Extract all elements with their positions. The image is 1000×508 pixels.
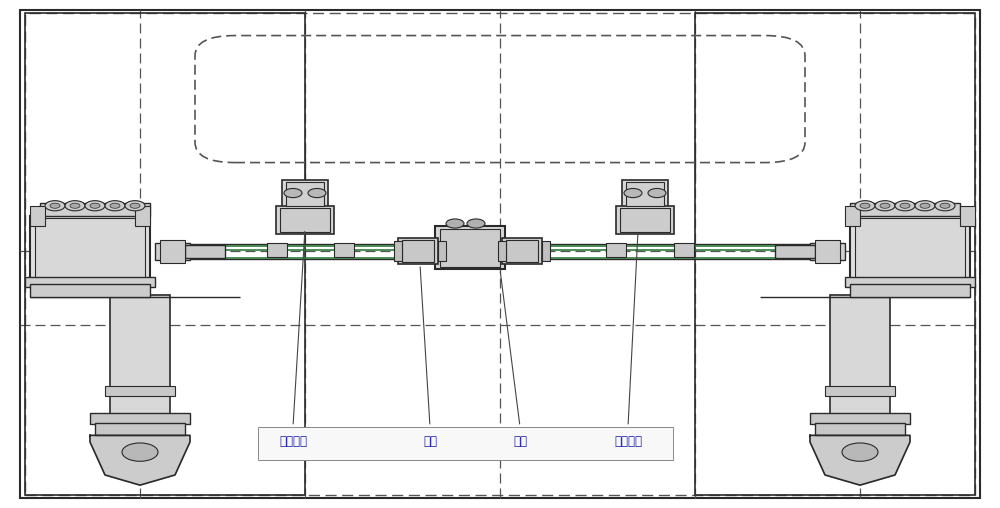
Circle shape xyxy=(110,203,120,208)
Bar xyxy=(845,206,860,226)
Bar xyxy=(30,216,150,287)
Bar xyxy=(25,13,305,495)
Circle shape xyxy=(648,188,666,198)
Bar xyxy=(90,413,190,424)
Bar xyxy=(110,295,170,417)
Circle shape xyxy=(90,203,100,208)
Circle shape xyxy=(842,443,878,461)
Bar xyxy=(815,423,905,435)
Circle shape xyxy=(284,188,302,198)
Bar xyxy=(440,229,500,267)
Bar xyxy=(30,206,45,226)
Circle shape xyxy=(860,203,870,208)
Bar xyxy=(542,241,550,261)
Bar xyxy=(502,238,542,264)
Bar xyxy=(160,240,185,263)
Circle shape xyxy=(900,203,910,208)
Bar xyxy=(498,241,506,261)
Circle shape xyxy=(915,201,935,211)
Bar xyxy=(620,208,670,232)
Bar xyxy=(850,284,970,297)
Bar xyxy=(825,386,895,396)
Bar xyxy=(855,218,965,284)
Circle shape xyxy=(105,201,125,211)
Bar xyxy=(616,206,674,234)
Bar xyxy=(775,245,815,258)
Bar xyxy=(695,13,975,495)
Bar xyxy=(286,182,324,206)
Bar xyxy=(394,241,402,261)
Bar xyxy=(276,206,334,234)
Bar xyxy=(606,243,626,257)
Circle shape xyxy=(446,219,464,228)
Bar xyxy=(155,243,190,260)
Bar xyxy=(438,241,446,261)
Circle shape xyxy=(85,201,105,211)
Bar xyxy=(810,413,910,424)
Circle shape xyxy=(920,203,930,208)
Bar xyxy=(40,203,150,216)
Circle shape xyxy=(308,188,326,198)
Bar xyxy=(30,284,150,297)
Text: 丝杆: 丝杆 xyxy=(423,435,437,449)
Circle shape xyxy=(467,219,485,228)
Circle shape xyxy=(895,201,915,211)
Polygon shape xyxy=(810,435,910,485)
Bar xyxy=(282,180,328,208)
Bar xyxy=(960,206,975,226)
Bar xyxy=(622,180,668,208)
Bar xyxy=(135,206,150,226)
Bar xyxy=(25,277,155,287)
Bar xyxy=(280,208,330,232)
Bar xyxy=(105,386,175,396)
Bar xyxy=(398,238,438,264)
Text: 电机: 电机 xyxy=(513,435,527,449)
Circle shape xyxy=(855,201,875,211)
Circle shape xyxy=(130,203,140,208)
Bar xyxy=(506,240,538,262)
Bar xyxy=(267,243,287,257)
Bar xyxy=(402,240,434,262)
Bar xyxy=(95,423,185,435)
Polygon shape xyxy=(90,435,190,485)
Circle shape xyxy=(65,201,85,211)
Circle shape xyxy=(122,443,158,461)
Bar xyxy=(845,277,975,287)
Circle shape xyxy=(880,203,890,208)
Circle shape xyxy=(70,203,80,208)
Bar xyxy=(830,295,890,417)
Bar xyxy=(258,427,673,460)
Bar xyxy=(185,245,225,258)
Circle shape xyxy=(940,203,950,208)
Text: 闭合限位: 闭合限位 xyxy=(279,435,307,449)
Bar xyxy=(674,243,694,257)
Circle shape xyxy=(50,203,60,208)
Bar xyxy=(810,243,845,260)
Bar xyxy=(815,240,840,263)
Text: 打开限位: 打开限位 xyxy=(614,435,642,449)
Circle shape xyxy=(935,201,955,211)
Circle shape xyxy=(45,201,65,211)
Bar xyxy=(850,216,970,287)
Bar xyxy=(626,182,664,206)
Bar xyxy=(35,218,145,284)
Bar xyxy=(435,226,505,269)
Circle shape xyxy=(125,201,145,211)
Bar xyxy=(334,243,354,257)
Bar xyxy=(850,203,960,216)
Circle shape xyxy=(624,188,642,198)
Circle shape xyxy=(875,201,895,211)
